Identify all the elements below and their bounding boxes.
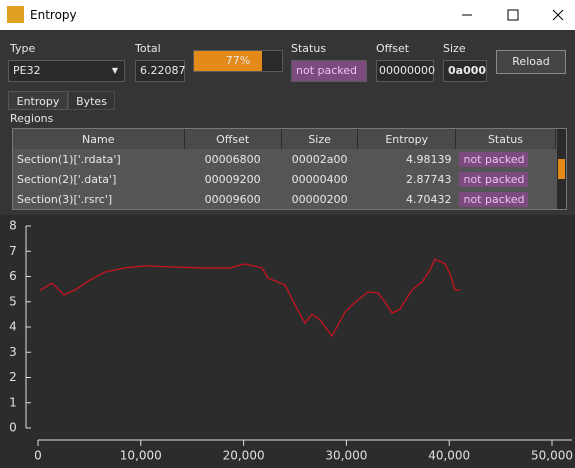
- y-tick-label: 4: [9, 320, 17, 334]
- app-icon: [7, 6, 24, 23]
- x-tick-label: 30,000: [325, 449, 367, 463]
- cell: 00000400: [291, 172, 348, 186]
- window-buttons[interactable]: [440, 0, 575, 30]
- cell: 00006800: [204, 152, 261, 166]
- cell: Section(1)['.rdata']: [17, 152, 121, 166]
- status-badge: not packed: [459, 191, 529, 207]
- cell: 00009200: [204, 172, 261, 186]
- cell: 4.70432: [405, 192, 452, 206]
- tab[interactable]: Bytes: [68, 91, 115, 110]
- regions-label: Regions: [10, 112, 54, 125]
- type-value: PE32: [13, 64, 41, 77]
- reload-button[interactable]: Reload: [496, 50, 566, 74]
- cell: not packed: [455, 189, 555, 209]
- scrollbar[interactable]: [557, 129, 566, 209]
- y-tick-label: 2: [9, 370, 17, 384]
- cell: Section(2)['.data']: [17, 172, 117, 186]
- y-tick-label: 0: [9, 421, 17, 435]
- entropy-line: [39, 258, 460, 338]
- table-row[interactable]: Section(1)['.rdata'] 00006800 00002a00 4.98…: [13, 149, 556, 169]
- y-tick-label: 3: [9, 345, 17, 359]
- cell: 00002a00: [291, 152, 348, 166]
- regions-table: Name Offset Size Entropy Status Section(1)['.…: [13, 129, 557, 209]
- column-header: Offset: [184, 129, 282, 149]
- cell: not packed: [455, 149, 555, 169]
- x-tick-label: 10,000: [120, 449, 162, 463]
- x-tick-label: 20,000: [223, 449, 265, 463]
- size-label: Size: [443, 42, 466, 55]
- progress-fill: [194, 51, 262, 71]
- status-label: Status: [291, 42, 327, 55]
- cell: 00000200: [291, 192, 348, 206]
- window-title: Entropy: [30, 8, 77, 22]
- column-header: Size: [281, 129, 359, 149]
- y-tick-label: 8: [9, 219, 17, 233]
- tab[interactable]: Entropy: [8, 91, 68, 110]
- x-tick-label: 50,000: [531, 449, 573, 463]
- column-header: Status: [455, 129, 557, 149]
- offset-value: 00000000: [376, 60, 435, 82]
- y-tick-label: 7: [9, 244, 17, 258]
- y-tick-label: 1: [9, 395, 17, 409]
- cell: not packed: [455, 169, 555, 189]
- entropy-chart: 0 1 2 3 4 5 6 7 8 0 10,000 20,000 30,000 40,000 50,000: [0, 215, 575, 468]
- total-value: 6.22087: [135, 60, 186, 82]
- x-tick-label: 0: [34, 449, 42, 463]
- regions-table-frame: Name Offset Size Entropy Status Section(1)['.…: [12, 128, 567, 210]
- offset-label: Offset: [376, 42, 410, 55]
- progress-bar: 77%: [193, 50, 283, 72]
- size-value: 0a000: [443, 60, 487, 82]
- y-tick-label: 5: [9, 294, 17, 308]
- y-tick-label: 6: [9, 269, 17, 283]
- table-row[interactable]: Section(3)['.rsrc'] 00009600 00000200 4.704…: [13, 189, 556, 209]
- total-label: Total: [135, 42, 161, 55]
- title-bar: Entropy: [0, 0, 575, 30]
- type-label: Type: [10, 42, 36, 55]
- type-combobox[interactable]: PE32 ▼: [8, 60, 125, 82]
- column-header: Name: [13, 129, 185, 149]
- header-row: Name Offset Size Entropy Status: [13, 129, 557, 149]
- cell: Section(3)['.rsrc']: [17, 192, 113, 206]
- status-value: not packed: [291, 60, 367, 82]
- x-tick-label: 40,000: [428, 449, 470, 463]
- cell: 4.98139: [405, 152, 452, 166]
- cell: 2.87743: [405, 172, 452, 186]
- progress-label: 77%: [225, 54, 251, 67]
- table-row[interactable]: Section(2)['.data'] 00009200 00000400 2.877…: [13, 169, 556, 189]
- status-badge: not packed: [459, 171, 529, 187]
- cell: 00009600: [204, 192, 261, 206]
- status-badge: not packed: [459, 151, 529, 167]
- column-header: Entropy: [357, 129, 456, 149]
